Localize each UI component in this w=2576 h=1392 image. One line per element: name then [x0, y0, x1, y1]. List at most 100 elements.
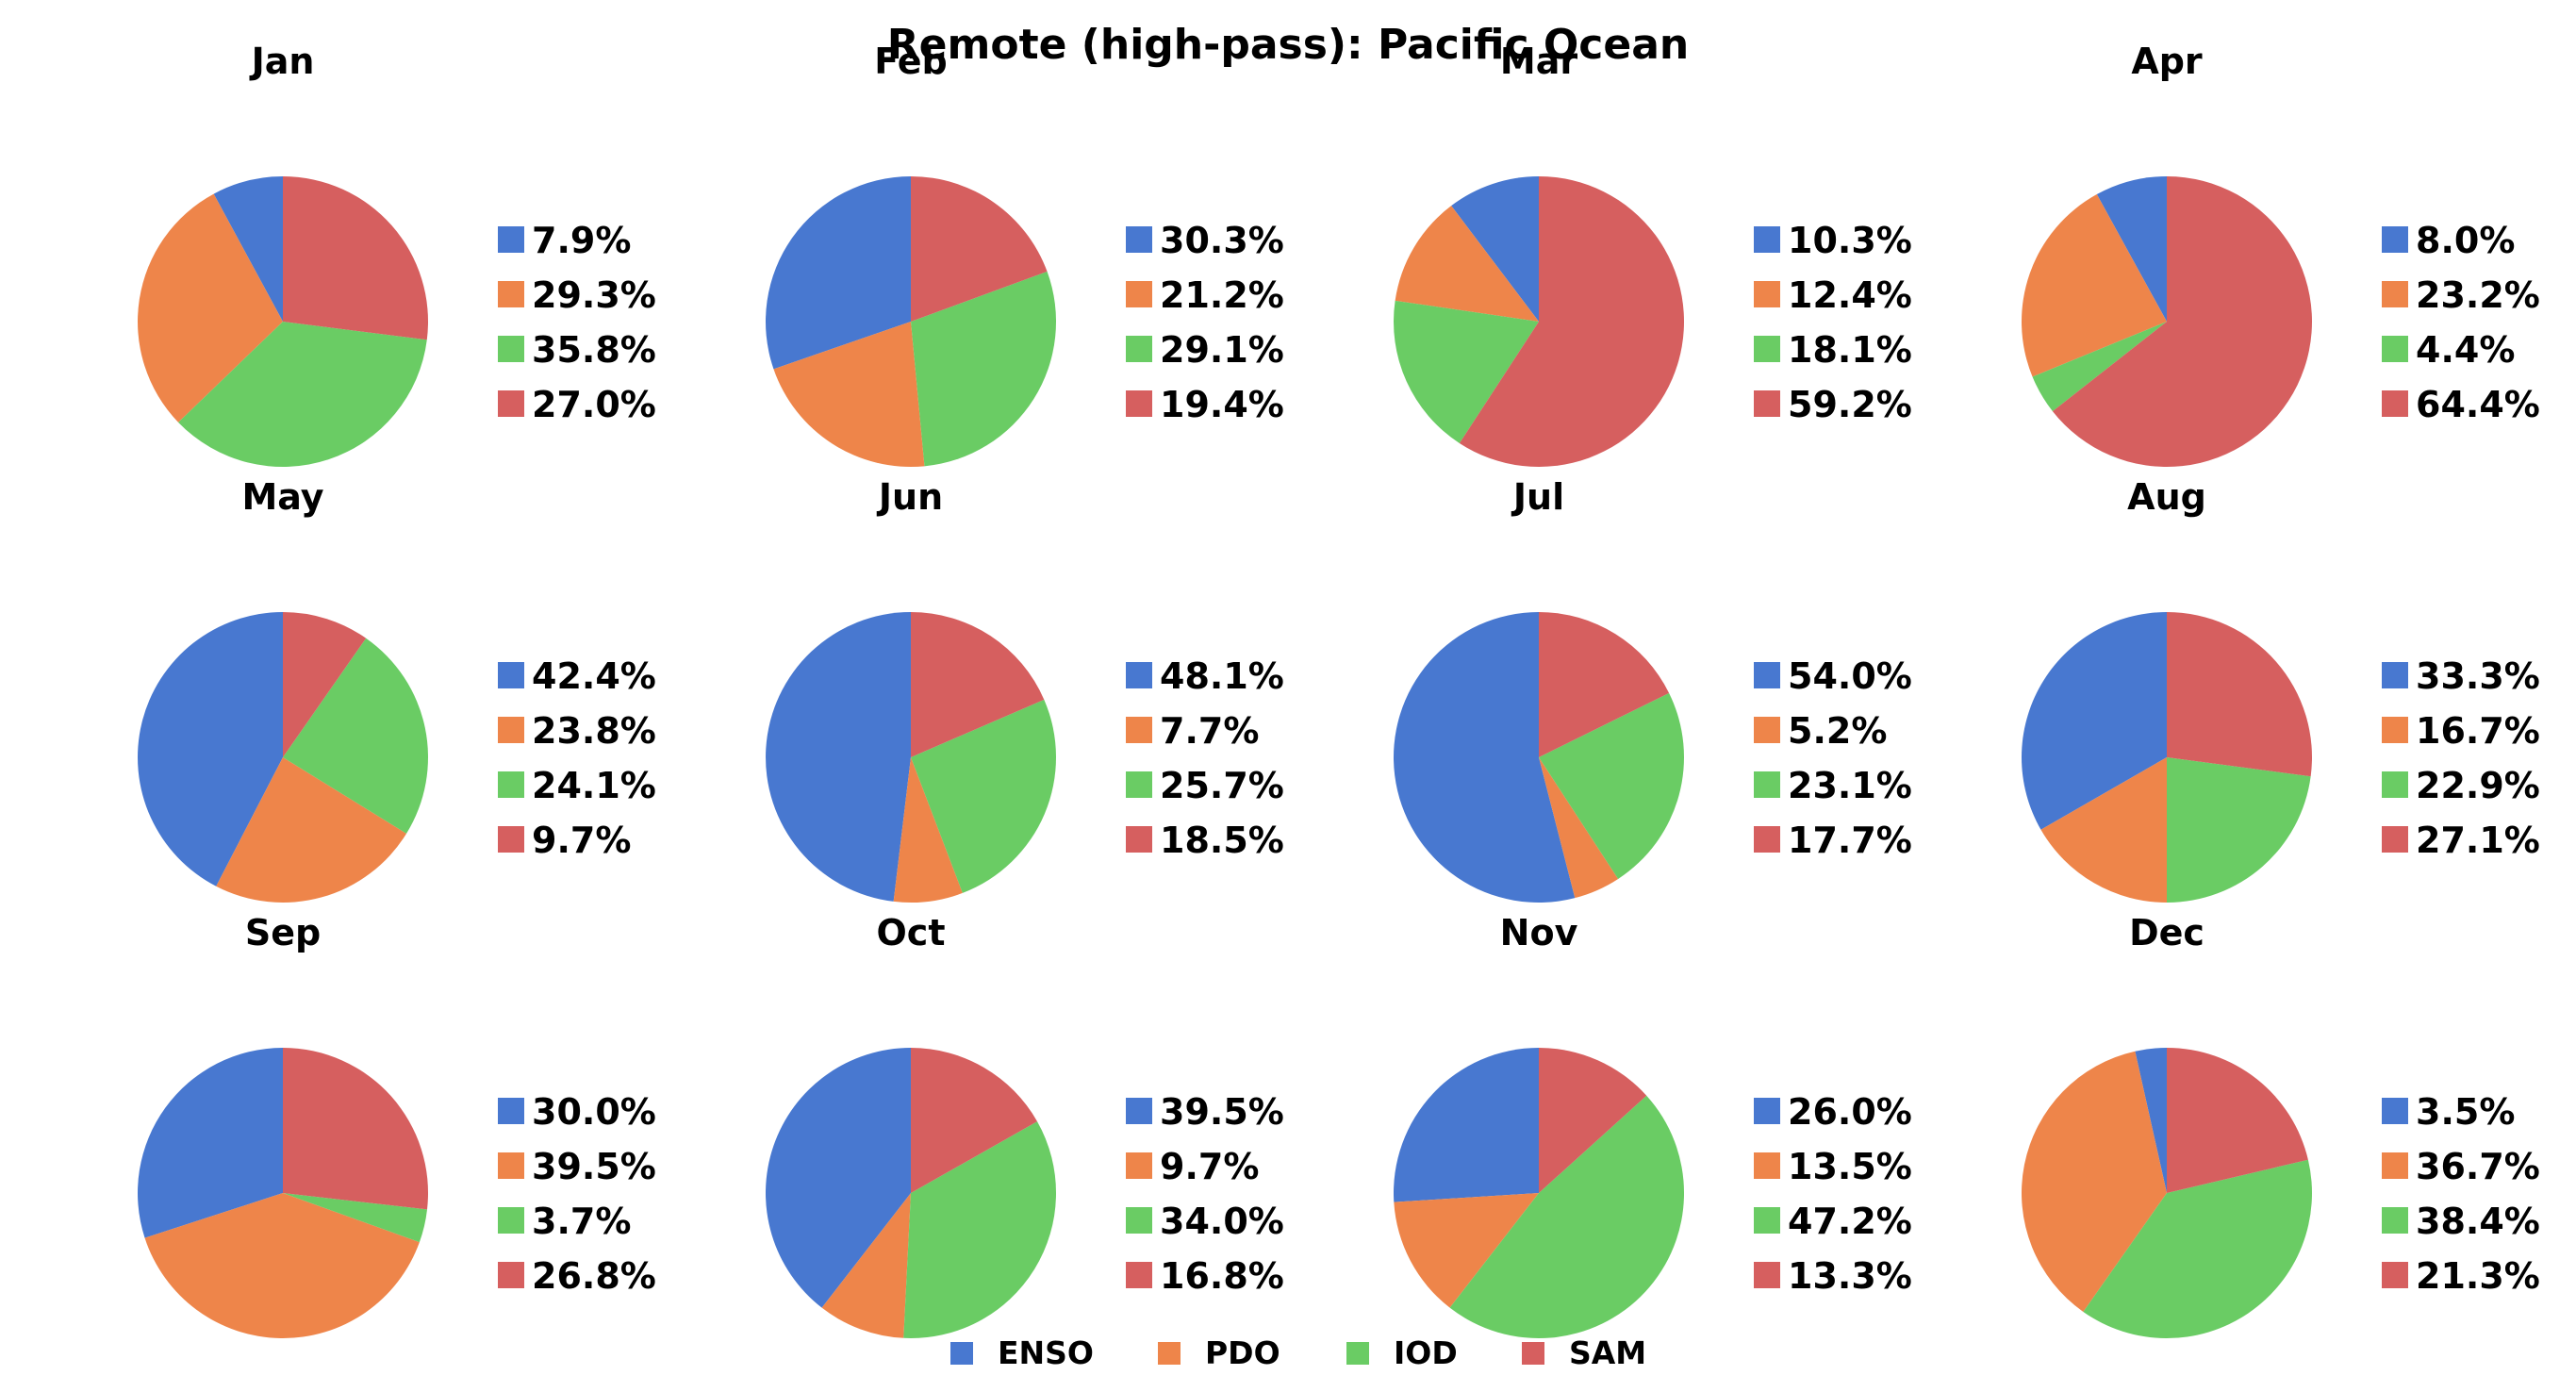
- pie-slice-pdo: [144, 1193, 420, 1339]
- value-label-pdo: 16.7%: [2416, 710, 2540, 752]
- legend-swatch-pdo: [1158, 1342, 1181, 1365]
- value-label-iod: 24.1%: [532, 765, 656, 806]
- value-swatch-iod: [1754, 771, 1780, 798]
- value-label-sam: 19.4%: [1160, 384, 1284, 425]
- pie-slice-sam: [911, 1048, 1038, 1193]
- value-label-sam: 16.8%: [1160, 1255, 1284, 1297]
- value-swatch-pdo: [2382, 717, 2408, 743]
- pie-slice-enso: [766, 1048, 911, 1308]
- value-swatch-sam: [498, 390, 524, 417]
- pie-title: Jul: [1511, 476, 1564, 518]
- pie-slice-pdo: [1539, 757, 1619, 899]
- value-swatch-pdo: [1754, 281, 1780, 307]
- value-swatch-pdo: [498, 717, 524, 743]
- value-label-sam: 21.3%: [2416, 1255, 2540, 1297]
- pie-slice-enso: [138, 612, 283, 887]
- pie-slice-pdo: [1395, 206, 1539, 322]
- value-swatch-enso: [1126, 226, 1152, 253]
- pie-panels: Jan 7.9% 29.3% 35.8% 27.0% Feb 30.3% 21.2% 29.1%…: [138, 41, 2540, 1339]
- pie-slice-enso: [2021, 612, 2167, 830]
- pie-slice-iod: [911, 271, 1057, 467]
- value-label-sam: 59.2%: [1788, 384, 1912, 425]
- pie-slice-enso: [213, 176, 283, 322]
- value-label-pdo: 23.8%: [532, 710, 656, 752]
- value-label-iod: 18.1%: [1788, 329, 1912, 371]
- pie-slice-sam: [283, 612, 367, 757]
- pie-jun: Jun 48.1% 7.7% 25.7% 18.5%: [766, 476, 1284, 903]
- value-label-iod: 29.1%: [1160, 329, 1284, 371]
- pie-slice-pdo: [2022, 194, 2167, 377]
- pie-slice-enso: [2096, 176, 2167, 322]
- pie-title: Dec: [2129, 912, 2204, 953]
- value-label-enso: 10.3%: [1788, 220, 1912, 261]
- pie-slice-sam: [2167, 1048, 2308, 1193]
- value-label-sam: 26.8%: [532, 1255, 656, 1297]
- value-label-pdo: 5.2%: [1788, 710, 1887, 752]
- value-swatch-iod: [2382, 336, 2408, 362]
- value-label-iod: 35.8%: [532, 329, 656, 371]
- value-label-pdo: 12.4%: [1788, 274, 1912, 316]
- value-swatch-enso: [498, 226, 524, 253]
- value-swatch-iod: [1754, 1207, 1780, 1234]
- pie-slice-pdo: [138, 193, 283, 423]
- value-swatch-pdo: [1754, 717, 1780, 743]
- pie-jan: Jan 7.9% 29.3% 35.8% 27.0%: [138, 41, 656, 468]
- legend-swatch-iod: [1346, 1342, 1369, 1365]
- value-swatch-pdo: [2382, 1152, 2408, 1179]
- value-label-enso: 39.5%: [1160, 1091, 1284, 1133]
- value-swatch-enso: [2382, 1098, 2408, 1124]
- value-swatch-enso: [498, 662, 524, 688]
- pie-slice-pdo: [773, 322, 925, 468]
- value-label-pdo: 9.7%: [1160, 1146, 1259, 1187]
- value-swatch-pdo: [1754, 1152, 1780, 1179]
- legend-label-enso: ENSO: [998, 1334, 1094, 1371]
- pie-title: Aug: [2127, 476, 2206, 518]
- pie-slice-iod: [178, 322, 427, 468]
- pie-slice-iod: [283, 1193, 428, 1243]
- value-swatch-sam: [1126, 826, 1152, 853]
- pie-oct: Oct 39.5% 9.7% 34.0% 16.8%: [766, 912, 1284, 1339]
- legend-swatch-enso: [950, 1342, 973, 1365]
- value-swatch-iod: [498, 336, 524, 362]
- value-swatch-iod: [498, 1207, 524, 1234]
- pie-slice-enso: [766, 612, 911, 902]
- value-swatch-pdo: [1126, 717, 1152, 743]
- value-swatch-enso: [1754, 662, 1780, 688]
- pie-slice-pdo: [821, 1193, 911, 1338]
- value-label-pdo: 7.7%: [1160, 710, 1259, 752]
- pie-slice-pdo: [1394, 1193, 1539, 1308]
- value-label-sam: 27.1%: [2416, 820, 2540, 861]
- value-label-iod: 3.7%: [532, 1201, 631, 1242]
- value-swatch-pdo: [498, 281, 524, 307]
- value-swatch-iod: [1754, 336, 1780, 362]
- value-label-iod: 38.4%: [2416, 1201, 2540, 1242]
- value-swatch-iod: [2382, 1207, 2408, 1234]
- value-label-iod: 4.4%: [2416, 329, 2515, 371]
- value-label-pdo: 36.7%: [2416, 1146, 2540, 1187]
- pie-mar: Mar 10.3% 12.4% 18.1% 59.2%: [1394, 41, 1912, 468]
- value-swatch-iod: [1126, 336, 1152, 362]
- value-label-sam: 13.3%: [1788, 1255, 1912, 1297]
- value-label-enso: 3.5%: [2416, 1091, 2515, 1133]
- value-label-sam: 18.5%: [1160, 820, 1284, 861]
- pie-slice-enso: [1393, 612, 1576, 903]
- pie-slice-enso: [1393, 1048, 1539, 1202]
- value-label-enso: 7.9%: [532, 220, 631, 261]
- pie-slice-sam: [1539, 612, 1670, 757]
- value-label-enso: 26.0%: [1788, 1091, 1912, 1133]
- pie-slice-iod: [2167, 757, 2311, 903]
- value-label-pdo: 21.2%: [1160, 274, 1284, 316]
- pie-title: Jan: [249, 41, 315, 82]
- legend: ENSO PDO IOD SAM: [950, 1334, 1646, 1371]
- pie-slice-sam: [911, 612, 1045, 757]
- pie-nov: Nov 26.0% 13.5% 47.2% 13.3%: [1393, 912, 1912, 1339]
- value-swatch-sam: [1126, 1262, 1152, 1288]
- value-swatch-enso: [1126, 1098, 1152, 1124]
- pie-title: Sep: [245, 912, 321, 953]
- value-swatch-sam: [1126, 390, 1152, 417]
- pie-slice-iod: [2032, 322, 2167, 412]
- pie-slice-enso: [765, 176, 911, 370]
- value-label-iod: 47.2%: [1788, 1201, 1912, 1242]
- pie-slice-pdo: [2022, 1051, 2167, 1312]
- value-swatch-pdo: [1126, 1152, 1152, 1179]
